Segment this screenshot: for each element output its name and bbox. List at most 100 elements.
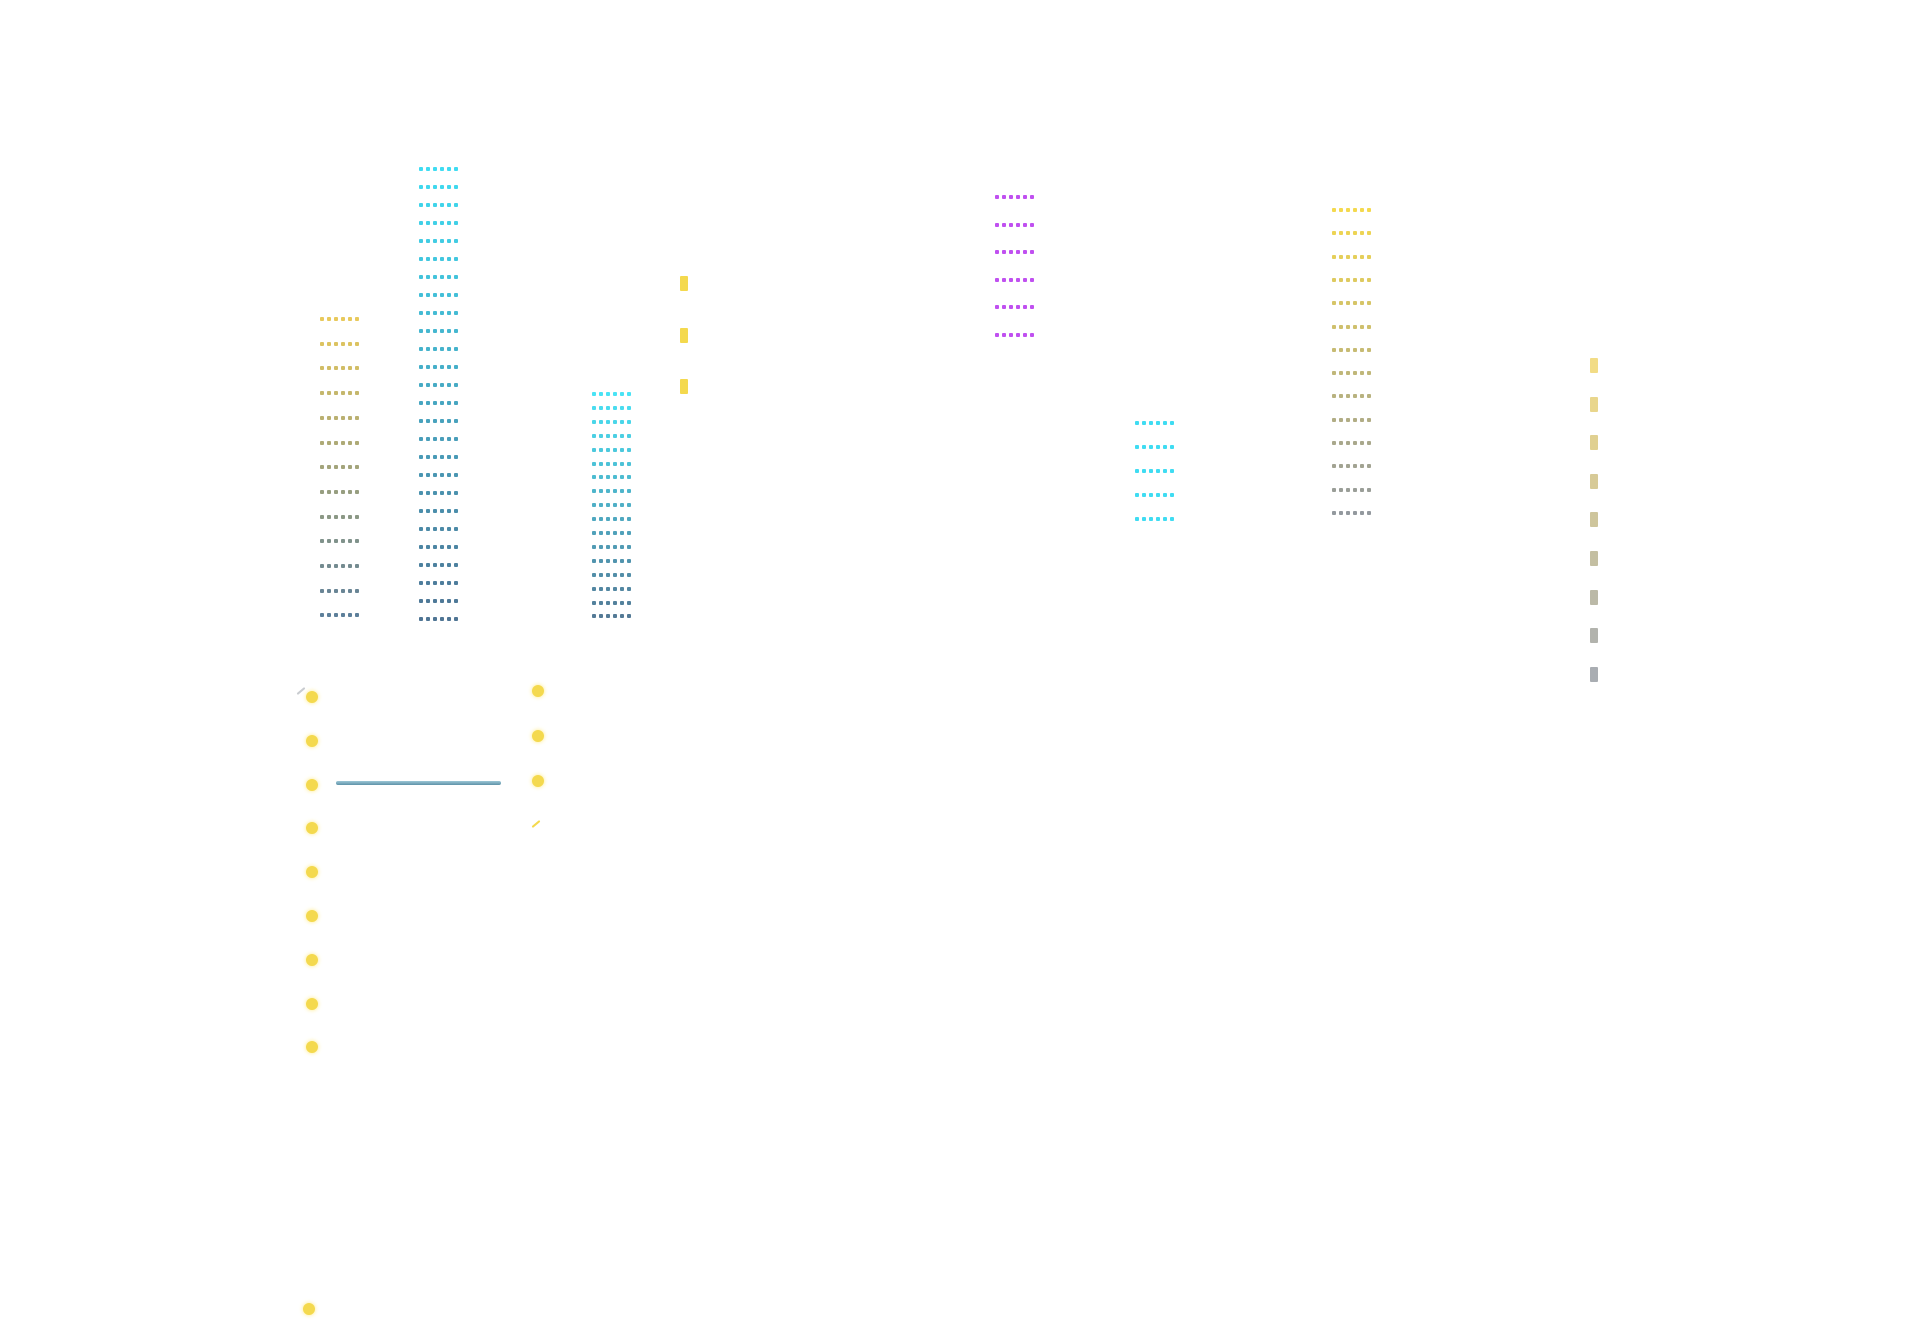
column-e-cell [1156, 421, 1160, 425]
column-c-cell [606, 545, 610, 549]
column-b-cell [419, 311, 423, 315]
column-b-cell [447, 239, 451, 243]
column-d-cell [1030, 223, 1034, 227]
column-b-cell [440, 617, 444, 621]
column-f-cell [1367, 348, 1371, 352]
column-c-cell [592, 545, 596, 549]
column-f-cell [1332, 418, 1336, 422]
column-a-cell [320, 564, 324, 568]
column-d-row [995, 223, 1034, 227]
column-b-cell [454, 401, 458, 405]
column-a-row [320, 391, 359, 395]
column-a-cell [355, 465, 359, 469]
column-b-cell [454, 581, 458, 585]
column-c-cell [592, 614, 596, 618]
column-d-cell [1030, 333, 1034, 337]
column-b-cell [433, 437, 437, 441]
column-b-cell [426, 239, 430, 243]
column-c-cell [606, 489, 610, 493]
column-c-cell [627, 614, 631, 618]
column-a-cell [320, 391, 324, 395]
column-f-cell [1367, 301, 1371, 305]
column-b-cell [426, 401, 430, 405]
column-c-cell [606, 462, 610, 466]
column-e-cell [1149, 421, 1153, 425]
column-b-cell [440, 545, 444, 549]
column-b-cell [447, 185, 451, 189]
column-b-row [419, 419, 458, 423]
column-b-cell [447, 311, 451, 315]
column-d-cell [995, 223, 999, 227]
column-b-cell [454, 617, 458, 621]
column-f-row [1332, 371, 1371, 375]
column-b-row [419, 401, 458, 405]
column-c-cell [613, 475, 617, 479]
column-e-cell [1170, 517, 1174, 521]
column-b-row [419, 221, 458, 225]
column-f-cell [1367, 371, 1371, 375]
column-c-cell [620, 448, 624, 452]
column-a-row [320, 465, 359, 469]
column-d-row [995, 305, 1034, 309]
column-c-row [592, 573, 631, 577]
column-f-cell [1353, 511, 1357, 515]
column-b-cell [454, 473, 458, 477]
column-c-cell [613, 531, 617, 535]
column-b-cell [433, 617, 437, 621]
column-b-cell [433, 401, 437, 405]
column-a-cell [320, 515, 324, 519]
horizontal-line [336, 781, 501, 785]
column-e-cell [1142, 421, 1146, 425]
column-a-cell [341, 391, 345, 395]
column-b-cell [454, 347, 458, 351]
column-c-row [592, 545, 631, 549]
column-c-cell [599, 614, 603, 618]
column-b-cell [433, 347, 437, 351]
column-a-cell [355, 564, 359, 568]
column-f-cell [1353, 278, 1357, 282]
column-a-cell [320, 317, 324, 321]
column-b-cell [419, 527, 423, 531]
column-a-cell [320, 490, 324, 494]
column-f-cell [1339, 325, 1343, 329]
column-e-cell [1142, 517, 1146, 521]
column-c-cell [613, 503, 617, 507]
column-f-cell [1353, 441, 1357, 445]
column-f-cell [1360, 511, 1364, 515]
column-c-cell [592, 448, 596, 452]
dot-column-left-dot [306, 866, 318, 878]
column-d-cell [1023, 250, 1027, 254]
column-b-cell [419, 347, 423, 351]
column-f-cell [1353, 464, 1357, 468]
column-b-cell [433, 563, 437, 567]
column-d-cell [1030, 278, 1034, 282]
column-b-cell [440, 491, 444, 495]
column-b-row [419, 365, 458, 369]
column-a-cell [320, 539, 324, 543]
column-e-cell [1170, 469, 1174, 473]
column-a-cell [327, 490, 331, 494]
column-b-row [419, 437, 458, 441]
column-f-cell [1360, 231, 1364, 235]
column-a-cell [320, 589, 324, 593]
column-a-cell [334, 564, 338, 568]
column-b-cell [419, 185, 423, 189]
column-d-cell [1016, 305, 1020, 309]
bottom-dot [303, 1303, 315, 1315]
column-f-cell [1339, 464, 1343, 468]
column-a-cell [327, 317, 331, 321]
column-b-cell [426, 221, 430, 225]
column-a-cell [334, 589, 338, 593]
column-a-cell [327, 515, 331, 519]
column-c-cell [599, 392, 603, 396]
column-f-row [1332, 325, 1371, 329]
column-a-cell [348, 391, 352, 395]
column-e-cell [1163, 421, 1167, 425]
column-a-row [320, 613, 359, 617]
column-a-cell [334, 441, 338, 445]
column-b-row [419, 203, 458, 207]
column-d-cell [995, 250, 999, 254]
column-b-cell [447, 383, 451, 387]
column-a-cell [348, 589, 352, 593]
column-c-cell [606, 517, 610, 521]
